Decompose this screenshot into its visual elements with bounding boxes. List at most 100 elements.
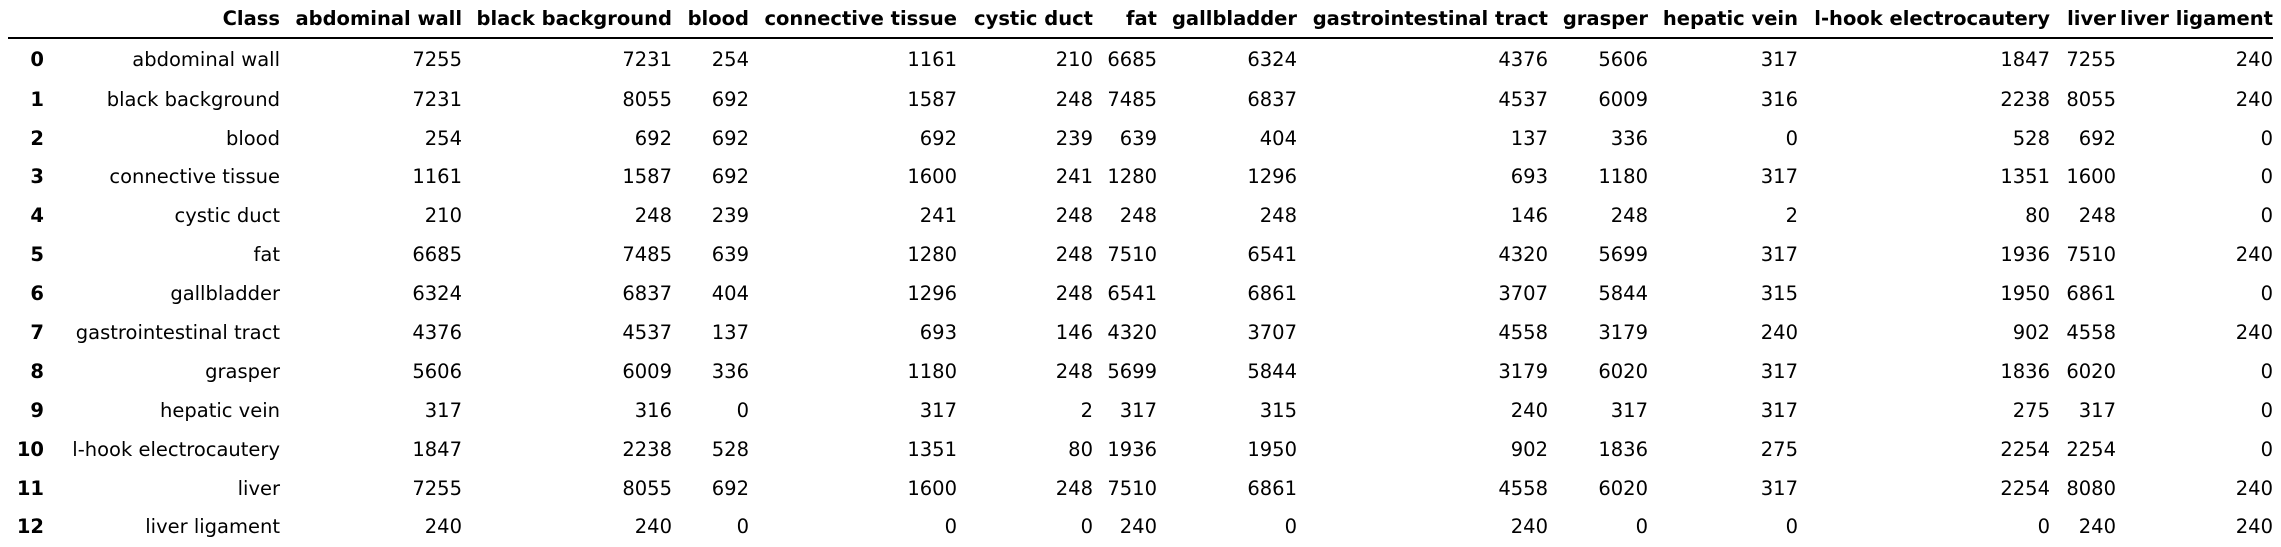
column-header: fat xyxy=(1093,0,1157,39)
count-cell: 8080 xyxy=(2066,476,2116,500)
class-name-cell: fat xyxy=(253,243,280,267)
count-cell: 1296 xyxy=(907,282,957,306)
count-cell: 693 xyxy=(1510,165,1548,189)
count-cell: 240 xyxy=(2235,243,2273,267)
count-cell: 692 xyxy=(711,476,749,500)
column-header: blood xyxy=(672,0,749,39)
count-cell: 7231 xyxy=(622,47,672,71)
count-cell: 248 xyxy=(1055,87,1093,111)
table-row: 11 liver 7255 8055 692 1600 248 7510 6861 4558 602… xyxy=(8,469,2273,508)
row-index: 9 xyxy=(30,398,44,422)
count-cell: 7510 xyxy=(1107,476,1157,500)
count-cell: 6837 xyxy=(1247,87,1297,111)
count-cell: 2254 xyxy=(2066,437,2116,461)
column-header: Class xyxy=(44,0,280,39)
count-cell: 7255 xyxy=(2066,47,2116,71)
table-row: 10 l-hook electrocautery 1847 2238 528 1351 80… xyxy=(8,430,2273,469)
class-name-cell: abdominal wall xyxy=(132,47,280,71)
count-cell: 1296 xyxy=(1247,165,1297,189)
count-cell: 241 xyxy=(919,204,957,228)
table-row: 6 gallbladder 6324 6837 404 1296 248 6541 6861 37… xyxy=(8,274,2273,313)
count-cell: 1351 xyxy=(2000,165,2050,189)
count-cell: 4558 xyxy=(2066,321,2116,345)
class-name-cell: cystic duct xyxy=(174,204,280,228)
count-cell: 0 xyxy=(736,515,749,539)
count-cell: 6324 xyxy=(1247,47,1297,71)
count-cell: 0 xyxy=(1080,515,1093,539)
count-cell: 902 xyxy=(2012,321,2050,345)
count-cell: 5844 xyxy=(1598,282,1648,306)
count-cell: 1161 xyxy=(412,165,462,189)
count-cell: 6020 xyxy=(1598,359,1648,383)
row-index: 4 xyxy=(30,204,44,228)
count-cell: 6009 xyxy=(1598,87,1648,111)
count-cell: 80 xyxy=(2025,204,2050,228)
count-cell: 6020 xyxy=(1598,476,1648,500)
count-cell: 275 xyxy=(1760,437,1798,461)
count-cell: 0 xyxy=(1785,515,1798,539)
count-cell: 239 xyxy=(711,204,749,228)
class-name-cell: gallbladder xyxy=(170,282,280,306)
table-row: 8 grasper 5606 6009 336 1180 248 5699 5844 3179 60… xyxy=(8,352,2273,391)
column-header: hepatic vein xyxy=(1648,0,1798,39)
count-cell: 1587 xyxy=(907,87,957,111)
count-cell: 692 xyxy=(711,165,749,189)
count-cell: 6324 xyxy=(412,282,462,306)
count-cell: 4537 xyxy=(1498,87,1548,111)
count-cell: 6541 xyxy=(1247,243,1297,267)
count-cell: 248 xyxy=(634,204,672,228)
count-cell: 317 xyxy=(1760,165,1798,189)
row-index: 12 xyxy=(16,515,44,539)
count-cell: 5699 xyxy=(1107,359,1157,383)
count-cell: 240 xyxy=(1510,398,1548,422)
count-cell: 254 xyxy=(711,47,749,71)
count-cell: 317 xyxy=(1760,476,1798,500)
count-cell: 240 xyxy=(2235,47,2273,71)
count-cell: 275 xyxy=(2012,398,2050,422)
count-cell: 2 xyxy=(1785,204,1798,228)
count-cell: 6685 xyxy=(412,243,462,267)
count-cell: 0 xyxy=(944,515,957,539)
count-cell: 5606 xyxy=(1598,47,1648,71)
count-cell: 1587 xyxy=(622,165,672,189)
count-cell: 0 xyxy=(2260,437,2273,461)
class-name-cell: gastrointestinal tract xyxy=(75,321,280,345)
count-cell: 692 xyxy=(2078,126,2116,150)
count-cell: 317 xyxy=(1119,398,1157,422)
class-name-cell: hepatic vein xyxy=(160,398,280,422)
count-cell: 693 xyxy=(919,321,957,345)
row-index: 0 xyxy=(30,47,44,71)
class-name-cell: blood xyxy=(225,126,280,150)
count-cell: 241 xyxy=(1055,165,1093,189)
table-row: 2 blood 254 692 692 692 239 639 404 137 336 0 528 692… xyxy=(8,119,2273,158)
count-cell: 404 xyxy=(711,282,749,306)
row-index: 2 xyxy=(30,126,44,150)
count-cell: 0 xyxy=(1785,126,1798,150)
count-cell: 5606 xyxy=(412,359,462,383)
row-index: 1 xyxy=(30,87,44,111)
count-cell: 317 xyxy=(919,398,957,422)
count-cell: 528 xyxy=(2012,126,2050,150)
column-header: cystic duct xyxy=(957,0,1093,39)
class-name-cell: grasper xyxy=(205,359,280,383)
count-cell: 5699 xyxy=(1598,243,1648,267)
count-cell: 240 xyxy=(2078,515,2116,539)
count-cell: 248 xyxy=(1259,204,1297,228)
count-cell: 240 xyxy=(1510,515,1548,539)
class-name-cell: liver ligament xyxy=(145,515,280,539)
count-cell: 3707 xyxy=(1498,282,1548,306)
count-cell: 0 xyxy=(2260,282,2273,306)
count-cell: 146 xyxy=(1055,321,1093,345)
count-cell: 2238 xyxy=(622,437,672,461)
count-cell: 1847 xyxy=(412,437,462,461)
table-row: 3 connective tissue 1161 1587 692 1600 241 1280… xyxy=(8,158,2273,197)
count-cell: 0 xyxy=(736,398,749,422)
count-cell: 6009 xyxy=(622,359,672,383)
count-cell: 248 xyxy=(1055,204,1093,228)
count-cell: 6861 xyxy=(1247,476,1297,500)
count-cell: 317 xyxy=(2078,398,2116,422)
count-cell: 1161 xyxy=(907,47,957,71)
count-cell: 2254 xyxy=(2000,476,2050,500)
class-name-cell: l-hook electrocautery xyxy=(72,437,280,461)
count-cell: 7255 xyxy=(412,47,462,71)
